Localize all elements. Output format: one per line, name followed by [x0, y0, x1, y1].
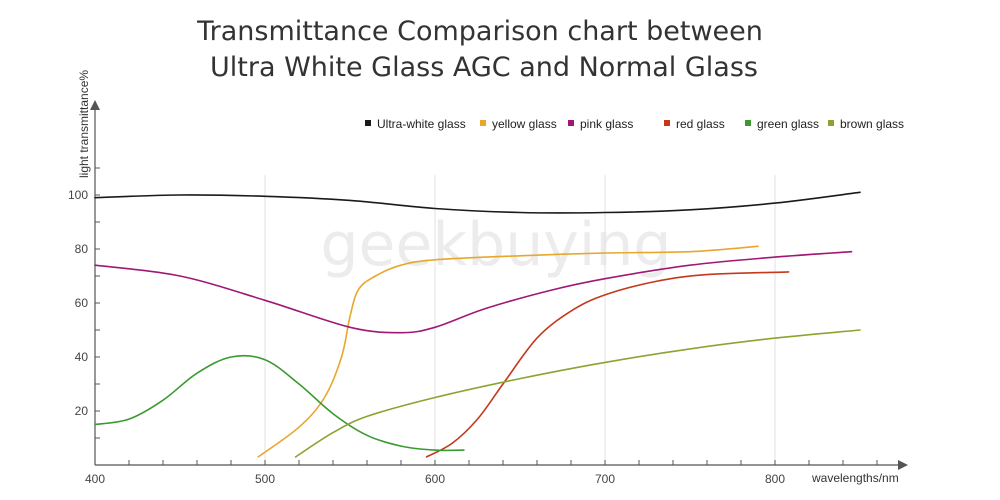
legend-swatch-pink-glass — [568, 120, 574, 126]
x-tick-label-600: 600 — [425, 472, 445, 486]
y-tick-label-80: 80 — [75, 242, 89, 256]
series-line-brown-glass — [294, 329, 861, 458]
series-line-yellow-glass — [257, 245, 759, 458]
chart-title-line-2: Ultra White Glass AGC and Normal Glass — [210, 52, 758, 83]
series-line-green-glass — [94, 354, 465, 452]
legend-label-green-glass: green glass — [757, 117, 819, 131]
series-line-ultra-white-glass — [94, 191, 861, 214]
y-axis-arrow — [90, 100, 100, 110]
x-tick-label-700: 700 — [595, 472, 615, 486]
y-tick-label-20: 20 — [75, 404, 89, 418]
axes: 400 500 600 700 800 20 40 60 80 100 — [68, 100, 908, 486]
legend-swatch-yellow-glass — [480, 120, 486, 126]
legend-swatch-ultra-white-glass — [365, 120, 371, 126]
watermark-logo: geekbuying — [320, 210, 671, 280]
legend: Ultra-white glass yellow glass pink glass r… — [365, 117, 904, 131]
y-tick-label-40: 40 — [75, 350, 89, 364]
series-lines — [94, 191, 861, 458]
legend-label-red-glass: red glass — [676, 117, 725, 131]
legend-label-yellow-glass: yellow glass — [492, 117, 557, 131]
y-axis-label: light transmittance% — [77, 70, 91, 178]
y-tick-label-100: 100 — [68, 188, 88, 202]
chart-title-line-1: Transmittance Comparison chart between — [196, 16, 763, 47]
x-tick-label-400: 400 — [85, 472, 105, 486]
x-axis-arrow — [898, 460, 908, 470]
legend-label-brown-glass: brown glass — [840, 117, 904, 131]
grid-lines — [264, 175, 776, 465]
series-line-pink-glass — [94, 250, 853, 334]
legend-swatch-red-glass — [664, 120, 670, 126]
legend-swatch-brown-glass — [828, 120, 834, 126]
legend-swatch-green-glass — [745, 120, 751, 126]
x-axis-label: wavelengths/nm — [811, 471, 899, 485]
y-tick-label-60: 60 — [75, 296, 89, 310]
legend-label-ultra-white-glass: Ultra-white glass — [377, 117, 466, 131]
series-line-red-glass — [425, 271, 790, 458]
x-tick-label-800: 800 — [765, 472, 785, 486]
legend-label-pink-glass: pink glass — [580, 117, 633, 131]
x-tick-label-500: 500 — [255, 472, 275, 486]
